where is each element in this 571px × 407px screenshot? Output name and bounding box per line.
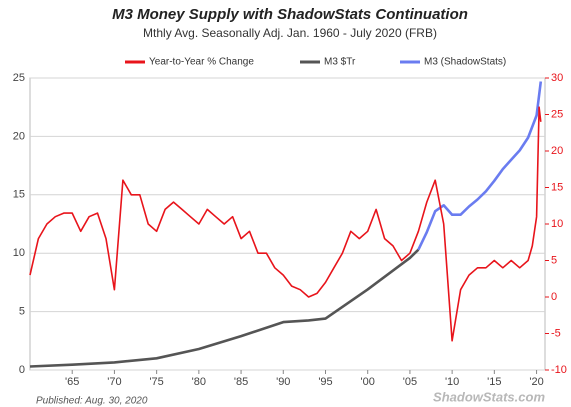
y2-tick-label: 30: [551, 72, 563, 84]
legend-label: M3 (ShadowStats): [424, 57, 506, 68]
series-line: [29, 106, 542, 342]
x-tick-label: '10: [445, 376, 459, 388]
x-tick-label: '20: [529, 376, 543, 388]
x-tick-label: '85: [234, 376, 248, 388]
x-tick-label: '00: [361, 376, 375, 388]
y-tick-label: 0: [19, 364, 25, 376]
y2-tick-label: 25: [551, 108, 563, 120]
y2-tick-label: 20: [551, 145, 563, 157]
series-line: [29, 248, 420, 368]
x-tick-label: '70: [107, 376, 121, 388]
y-tick-label: 5: [19, 306, 25, 318]
y-tick-label: 20: [13, 130, 25, 142]
legend-label: Year-to-Year % Change: [149, 57, 254, 68]
chart-subtitle: Mthly Avg. Seasonally Adj. Jan. 1960 - J…: [143, 26, 437, 40]
legend-label: M3 $Tr: [324, 57, 356, 68]
x-tick-label: '90: [276, 376, 290, 388]
chart-title: M3 Money Supply with ShadowStats Continu…: [112, 6, 468, 23]
y2-tick-label: 15: [551, 181, 563, 193]
publisher-note: Published: Aug. 30, 2020: [36, 396, 148, 407]
x-tick-label: '75: [149, 376, 163, 388]
x-tick-label: '80: [192, 376, 206, 388]
plot-area: [29, 77, 546, 371]
x-tick-label: '05: [403, 376, 417, 388]
watermark: ShadowStats.com: [433, 389, 545, 404]
y2-tick-label: -10: [551, 364, 567, 376]
y-tick-label: 10: [13, 247, 25, 259]
x-tick-label: '65: [65, 376, 79, 388]
y2-tick-label: 10: [551, 218, 563, 230]
series-line: [417, 81, 543, 251]
y-tick-label: 15: [13, 189, 25, 201]
y2-tick-label: 0: [551, 291, 557, 303]
x-tick-label: '15: [487, 376, 501, 388]
y2-tick-label: 5: [551, 254, 557, 266]
x-tick-label: '95: [318, 376, 332, 388]
y2-tick-label: -5: [551, 327, 561, 339]
y-tick-label: 25: [13, 72, 25, 84]
